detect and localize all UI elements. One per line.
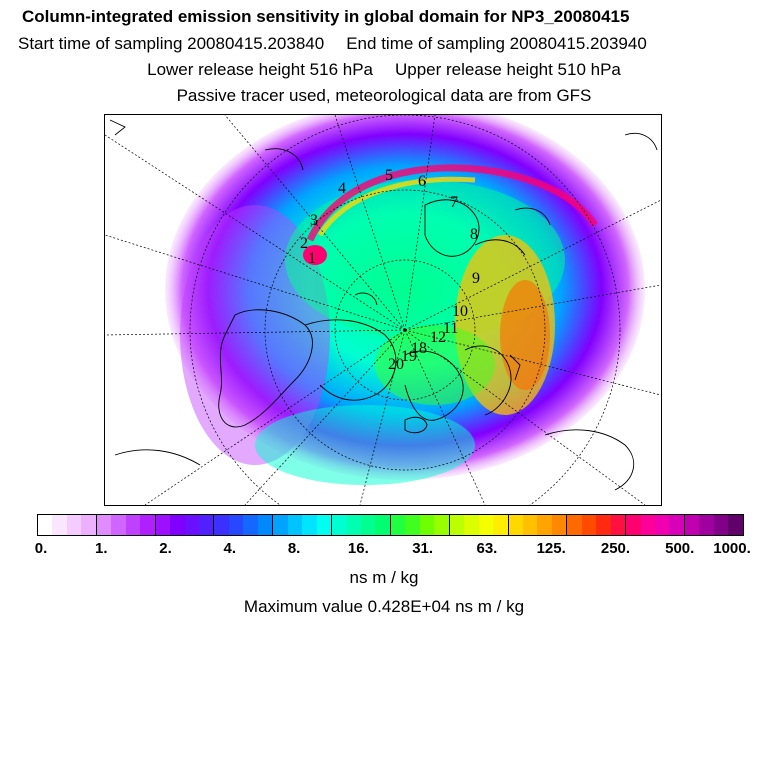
- colorbar-swatch: [493, 515, 509, 535]
- trajectory-label-1: 1: [308, 250, 316, 267]
- trajectory-label-9: 9: [472, 270, 480, 287]
- colorbar-swatch: [81, 515, 97, 535]
- colorbar-swatch: [405, 515, 420, 535]
- trajectory-label-2: 2: [300, 235, 308, 252]
- colorbar-swatch: [508, 515, 523, 535]
- graticule: [105, 115, 661, 505]
- colorbar-swatch: [66, 515, 82, 535]
- colorbar-swatch: [346, 515, 361, 535]
- trajectory-label-18: 18: [411, 340, 427, 357]
- maximum-value-label: Maximum value 0.428E+04 ns m / kg: [243, 597, 525, 616]
- colorbar-swatch: [596, 515, 611, 535]
- colorbar-swatch: [287, 515, 303, 535]
- colorbar-swatch: [273, 515, 288, 535]
- colorbar-swatch: [243, 515, 258, 535]
- colorbar-tick-label: 1000.: [713, 540, 751, 557]
- trajectory-markers: 1 2 3 4 5 6 7 8 9 10 11 12 18 19 20: [300, 167, 480, 373]
- colorbar-swatch: [111, 515, 126, 535]
- colorbar-tick-label: 0.: [34, 540, 48, 557]
- colorbar-swatch: [155, 515, 171, 535]
- colorbar-swatch: [713, 515, 729, 535]
- colorbar-swatch: [125, 515, 141, 535]
- trajectory-label-7: 7: [450, 194, 458, 211]
- colorbar-swatch: [567, 515, 582, 535]
- colorbar-swatch: [728, 515, 743, 535]
- colorbar-swatch: [375, 515, 391, 535]
- trajectory-label-3: 3: [310, 212, 318, 229]
- colorbar-swatch: [302, 515, 317, 535]
- colorbar-tick-label: 16.: [347, 540, 369, 557]
- colorbar-swatch: [669, 515, 685, 535]
- coastlines: [109, 119, 658, 491]
- release-heights: Lower release height 516 hPa Upper releas…: [0, 61, 768, 78]
- colorbar-swatch: [655, 515, 670, 535]
- colorbar-swatch: [419, 515, 435, 535]
- sensitivity-field: [165, 115, 645, 485]
- colorbar-swatch: [170, 515, 185, 535]
- colorbar-swatch: [684, 515, 700, 535]
- colorbar-swatch: [52, 515, 67, 535]
- plot-title: Column-integrated emission sensitivity i…: [22, 7, 630, 26]
- colorbar-swatch: [316, 515, 333, 535]
- colorbar-swatch: [332, 515, 347, 535]
- colorbar-swatch: [537, 515, 552, 535]
- colorbar-swatch: [184, 515, 199, 535]
- colorbar-swatch: [434, 515, 450, 535]
- trajectory-label-19: 19: [401, 348, 417, 365]
- colorbar-tick-label: 31.: [412, 540, 434, 557]
- end-time-label: End time of sampling 20080415.203940: [346, 34, 647, 53]
- start-time-label: Start time of sampling 20080415.203840: [18, 34, 325, 53]
- colorbar-swatch: [551, 515, 568, 535]
- upper-release-label: Upper release height 510 hPa: [395, 60, 621, 79]
- sampling-times: Start time of sampling 20080415.203840 En…: [18, 35, 758, 52]
- colorbar-tick-label: 4.: [223, 540, 237, 557]
- trajectory-label-20: 20: [388, 356, 404, 373]
- trajectory-label-12: 12: [430, 329, 446, 346]
- trajectory-label-11: 11: [443, 320, 458, 337]
- lower-release-label: Lower release height 516 hPa: [147, 60, 373, 79]
- colorbar-swatch: [640, 515, 656, 535]
- colorbar-swatch: [38, 515, 53, 535]
- colorbar-tick-label: 63.: [476, 540, 498, 557]
- colorbar-swatch: [581, 515, 597, 535]
- colorbar: [37, 514, 744, 536]
- colorbar-swatch: [228, 515, 244, 535]
- colorbar-tick-label: 8.: [287, 540, 301, 557]
- colorbar-swatch: [522, 515, 538, 535]
- trajectory-label-4: 4: [338, 180, 346, 197]
- colorbar-tick-label: 2.: [159, 540, 172, 557]
- trajectory-label-8: 8: [470, 226, 478, 243]
- trajectory-label-6: 6: [418, 173, 426, 190]
- tracer-note: Passive tracer used, meteorological data…: [176, 86, 592, 105]
- sensitivity-map: 1 2 3 4 5 6 7 8 9 10 11 12 18 19 20: [104, 114, 662, 506]
- colorbar-swatch: [699, 515, 714, 535]
- colorbar-swatch: [96, 515, 112, 535]
- colorbar-swatch: [449, 515, 465, 535]
- colorbar-swatch: [478, 515, 494, 535]
- colorbar-units: ns m / kg: [349, 568, 419, 587]
- colorbar-tick-label: 1.: [95, 540, 108, 557]
- colorbar-swatch: [464, 515, 479, 535]
- colorbar-tick-label: 250.: [600, 540, 631, 557]
- colorbar-swatch: [610, 515, 627, 535]
- colorbar-tick-label: 500.: [665, 540, 695, 557]
- colorbar-swatch: [214, 515, 229, 535]
- colorbar-swatch: [390, 515, 406, 535]
- colorbar-swatch: [257, 515, 274, 535]
- colorbar-tick-label: 125.: [536, 540, 566, 557]
- colorbar-swatch: [198, 515, 215, 535]
- colorbar-swatch: [140, 515, 156, 535]
- colorbar-swatch: [360, 515, 376, 535]
- trajectory-label-10: 10: [452, 303, 468, 320]
- colorbar-swatch: [626, 515, 641, 535]
- trajectory-label-5: 5: [385, 167, 393, 184]
- colorbar-tick-labels: 0. 1. 2. 4. 8. 16. 31. 63. 125. 250. 500. 1000.: [0, 540, 768, 560]
